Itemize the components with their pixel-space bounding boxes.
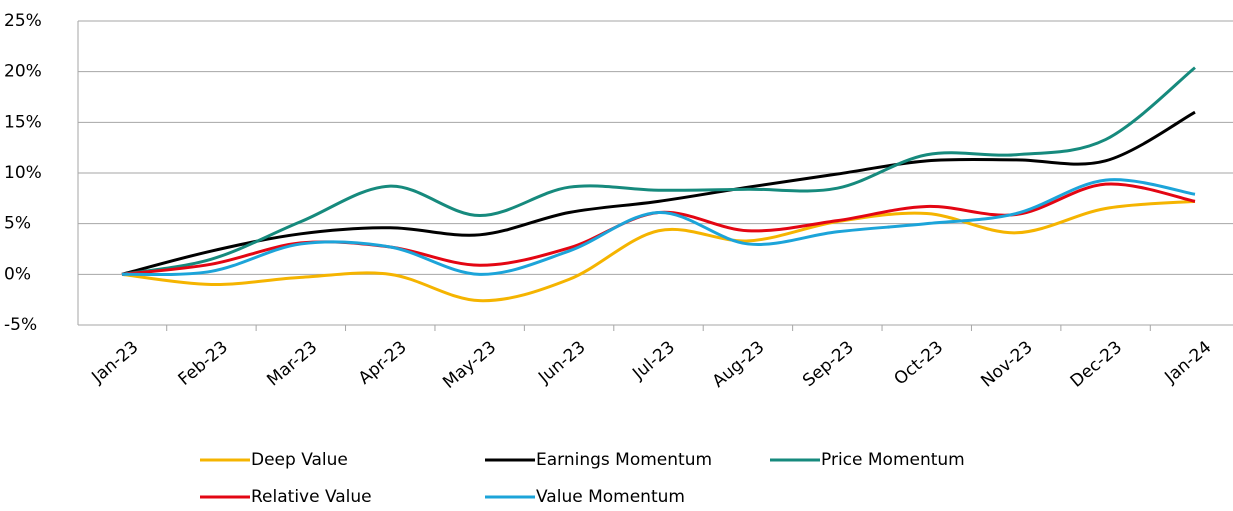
x-tick-label: Jan-24: [1160, 337, 1215, 388]
x-tick-label: Sep-23: [799, 337, 858, 391]
line-series: [121, 110, 1196, 276]
y-tick-label: 5%: [4, 214, 31, 234]
legend-label: Price Momentum: [821, 450, 965, 470]
x-tick-label: Aug-23: [709, 337, 769, 392]
x-tick-label: Dec-23: [1067, 337, 1126, 391]
x-tick-label: Jun-23: [534, 337, 589, 388]
y-tick-label: 20%: [4, 62, 42, 82]
legend-label: Relative Value: [251, 487, 372, 507]
line-series: [121, 178, 1196, 277]
y-tick-label: 10%: [4, 163, 42, 183]
y-tick-label: 25%: [4, 11, 42, 31]
legend-label: Deep Value: [251, 450, 348, 470]
x-tick-label: Nov-23: [977, 337, 1036, 391]
x-tick-label: Jan-23: [87, 337, 142, 388]
x-tick-label: Mar-23: [263, 337, 321, 390]
y-tick-label: -5%: [4, 315, 37, 335]
line-series: [121, 199, 1196, 303]
x-tick-label: Feb-23: [175, 337, 232, 390]
line-series: [121, 66, 1196, 276]
x-tick-label: May-23: [439, 337, 500, 393]
y-tick-label: 0%: [4, 264, 31, 284]
x-tick-label: Oct-23: [891, 337, 948, 389]
x-tick-label: Apr-23: [355, 337, 411, 388]
y-tick-label: 15%: [4, 112, 42, 132]
x-tick-label: Jul-23: [628, 337, 679, 384]
legend-label: Earnings Momentum: [536, 450, 712, 470]
legend-label: Value Momentum: [536, 487, 685, 507]
